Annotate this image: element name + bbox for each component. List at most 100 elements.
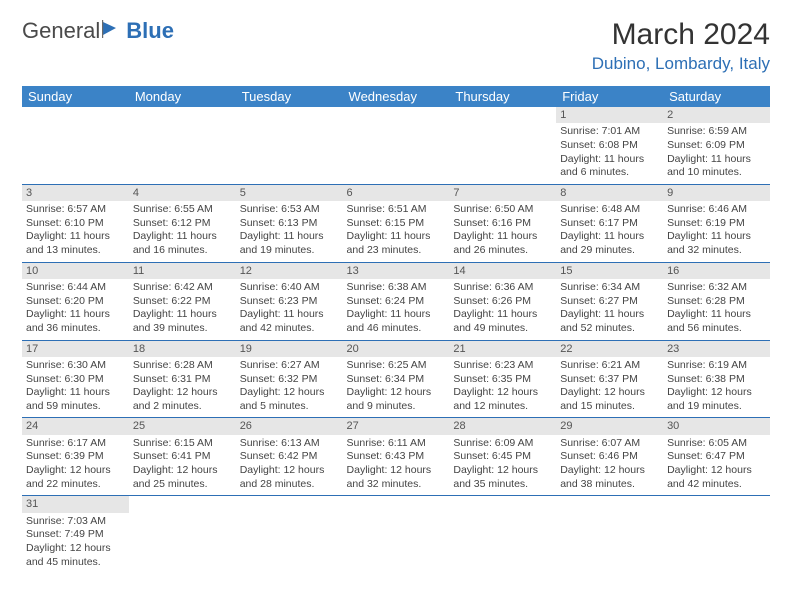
- day-number: 30: [663, 418, 770, 434]
- sunrise-text: Sunrise: 6:17 AM: [26, 437, 125, 451]
- calendar-cell-empty: [129, 107, 236, 184]
- weekday-header: Monday: [129, 86, 236, 107]
- day-number: 7: [449, 185, 556, 201]
- calendar-table: SundayMondayTuesdayWednesdayThursdayFrid…: [22, 86, 770, 573]
- sunset-text: Sunset: 6:10 PM: [26, 217, 125, 231]
- sunset-text: Sunset: 6:27 PM: [560, 295, 659, 309]
- day-number: 17: [22, 341, 129, 357]
- daylight-text: Daylight: 12 hours and 12 minutes.: [453, 386, 552, 413]
- sunset-text: Sunset: 6:43 PM: [347, 450, 446, 464]
- sunrise-text: Sunrise: 6:32 AM: [667, 281, 766, 295]
- calendar-body: 1Sunrise: 7:01 AMSunset: 6:08 PMDaylight…: [22, 107, 770, 573]
- calendar-cell: 5 Sunrise: 6:53 AMSunset: 6:13 PMDaylight…: [236, 184, 343, 262]
- daylight-text: Daylight: 12 hours and 9 minutes.: [347, 386, 446, 413]
- calendar-cell: 17Sunrise: 6:30 AMSunset: 6:30 PMDayligh…: [22, 340, 129, 418]
- calendar-row: 24Sunrise: 6:17 AMSunset: 6:39 PMDayligh…: [22, 418, 770, 496]
- sunrise-text: Sunrise: 6:05 AM: [667, 437, 766, 451]
- sunrise-text: Sunrise: 6:46 AM: [667, 203, 766, 217]
- day-number: 28: [449, 418, 556, 434]
- title-block: March 2024 Dubino, Lombardy, Italy: [592, 18, 770, 74]
- daylight-text: Daylight: 11 hours and 19 minutes.: [240, 230, 339, 257]
- calendar-cell: 30 Sunrise: 6:05 AMSunset: 6:47 PMDayligh…: [663, 418, 770, 496]
- calendar-cell: 3Sunrise: 6:57 AMSunset: 6:10 PMDaylight…: [22, 184, 129, 262]
- calendar-cell: 29Sunrise: 6:07 AMSunset: 6:46 PMDayligh…: [556, 418, 663, 496]
- daylight-text: Daylight: 11 hours and 10 minutes.: [667, 153, 766, 180]
- day-number: 16: [663, 263, 770, 279]
- sunset-text: Sunset: 6:31 PM: [133, 373, 232, 387]
- day-number: 8: [556, 185, 663, 201]
- day-number: 14: [449, 263, 556, 279]
- sunrise-text: Sunrise: 6:59 AM: [667, 125, 766, 139]
- daylight-text: Daylight: 12 hours and 35 minutes.: [453, 464, 552, 491]
- day-number: 6: [343, 185, 450, 201]
- calendar-cell-empty: [22, 107, 129, 184]
- sunrise-text: Sunrise: 6:27 AM: [240, 359, 339, 373]
- daylight-text: Daylight: 12 hours and 2 minutes.: [133, 386, 232, 413]
- calendar-cell-empty: [236, 496, 343, 573]
- daylight-text: Daylight: 11 hours and 39 minutes.: [133, 308, 232, 335]
- calendar-cell: 10Sunrise: 6:44 AMSunset: 6:20 PMDayligh…: [22, 262, 129, 340]
- day-number: 5: [236, 185, 343, 201]
- calendar-cell: 16Sunrise: 6:32 AMSunset: 6:28 PMDayligh…: [663, 262, 770, 340]
- calendar-row: 1Sunrise: 7:01 AMSunset: 6:08 PMDaylight…: [22, 107, 770, 184]
- flag-icon: [102, 18, 124, 44]
- sunrise-text: Sunrise: 6:15 AM: [133, 437, 232, 451]
- sunrise-text: Sunrise: 6:07 AM: [560, 437, 659, 451]
- calendar-cell: 31Sunrise: 7:03 AMSunset: 7:49 PMDayligh…: [22, 496, 129, 573]
- sunset-text: Sunset: 6:30 PM: [26, 373, 125, 387]
- daylight-text: Daylight: 11 hours and 32 minutes.: [667, 230, 766, 257]
- sunset-text: Sunset: 6:45 PM: [453, 450, 552, 464]
- sunset-text: Sunset: 6:12 PM: [133, 217, 232, 231]
- calendar-row: 17 Sunrise: 6:30 AMSunset: 6:30 PM Dayligh…: [22, 340, 770, 418]
- sunset-text: Sunset: 6:34 PM: [347, 373, 446, 387]
- sunset-text: Sunset: 6:47 PM: [667, 450, 766, 464]
- sunset-text: Sunset: 6:19 PM: [667, 217, 766, 231]
- header: General Blue March 2024 Dubino, Lombardy…: [22, 18, 770, 74]
- sunrise-text: Sunrise: 6:30 AM: [26, 359, 125, 373]
- sunrise-text: Sunrise: 6:11 AM: [347, 437, 446, 451]
- weekday-header: Tuesday: [236, 86, 343, 107]
- calendar-cell: 25Sunrise: 6:15 AMSunset: 6:41 PMDayligh…: [129, 418, 236, 496]
- day-number: 18: [129, 341, 236, 357]
- day-number: 25: [129, 418, 236, 434]
- sunset-text: Sunset: 6:08 PM: [560, 139, 659, 153]
- daylight-text: Daylight: 12 hours and 25 minutes.: [133, 464, 232, 491]
- day-number: 9: [663, 185, 770, 201]
- calendar-cell: 14Sunrise: 6:36 AMSunset: 6:26 PMDayligh…: [449, 262, 556, 340]
- daylight-text: Daylight: 11 hours and 13 minutes.: [26, 230, 125, 257]
- sunset-text: Sunset: 6:26 PM: [453, 295, 552, 309]
- day-number: 24: [22, 418, 129, 434]
- daylight-text: Daylight: 12 hours and 42 minutes.: [667, 464, 766, 491]
- sunset-text: Sunset: 6:38 PM: [667, 373, 766, 387]
- sunrise-text: Sunrise: 6:23 AM: [453, 359, 552, 373]
- calendar-row: 10Sunrise: 6:44 AMSunset: 6:20 PMDayligh…: [22, 262, 770, 340]
- daylight-text: Daylight: 11 hours and 46 minutes.: [347, 308, 446, 335]
- daylight-text: Daylight: 12 hours and 15 minutes.: [560, 386, 659, 413]
- sunrise-text: Sunrise: 6:19 AM: [667, 359, 766, 373]
- weekday-header: Friday: [556, 86, 663, 107]
- calendar-cell: 23Sunrise: 6:19 AMSunset: 6:38 PMDayligh…: [663, 340, 770, 418]
- weekday-header-row: SundayMondayTuesdayWednesdayThursdayFrid…: [22, 86, 770, 107]
- calendar-cell: 21Sunrise: 6:23 AMSunset: 6:35 PMDayligh…: [449, 340, 556, 418]
- sunset-text: Sunset: 6:13 PM: [240, 217, 339, 231]
- weekday-header: Sunday: [22, 86, 129, 107]
- daylight-text: Daylight: 11 hours and 16 minutes.: [133, 230, 232, 257]
- logo: General Blue: [22, 18, 174, 44]
- sunset-text: Sunset: 6:42 PM: [240, 450, 339, 464]
- day-number: 22: [556, 341, 663, 357]
- sunset-text: Sunset: 6:24 PM: [347, 295, 446, 309]
- sunrise-text: Sunrise: 6:48 AM: [560, 203, 659, 217]
- weekday-header: Thursday: [449, 86, 556, 107]
- day-number: 2: [663, 107, 770, 123]
- calendar-cell-empty: [556, 496, 663, 573]
- daylight-text: Daylight: 12 hours and 45 minutes.: [26, 542, 125, 569]
- sunrise-text: Sunrise: 6:53 AM: [240, 203, 339, 217]
- day-number: 26: [236, 418, 343, 434]
- day-number: 31: [22, 496, 129, 512]
- sunset-text: Sunset: 6:37 PM: [560, 373, 659, 387]
- day-number: 29: [556, 418, 663, 434]
- day-number: 3: [22, 185, 129, 201]
- day-number: 11: [129, 263, 236, 279]
- weekday-header: Saturday: [663, 86, 770, 107]
- daylight-text: Daylight: 12 hours and 22 minutes.: [26, 464, 125, 491]
